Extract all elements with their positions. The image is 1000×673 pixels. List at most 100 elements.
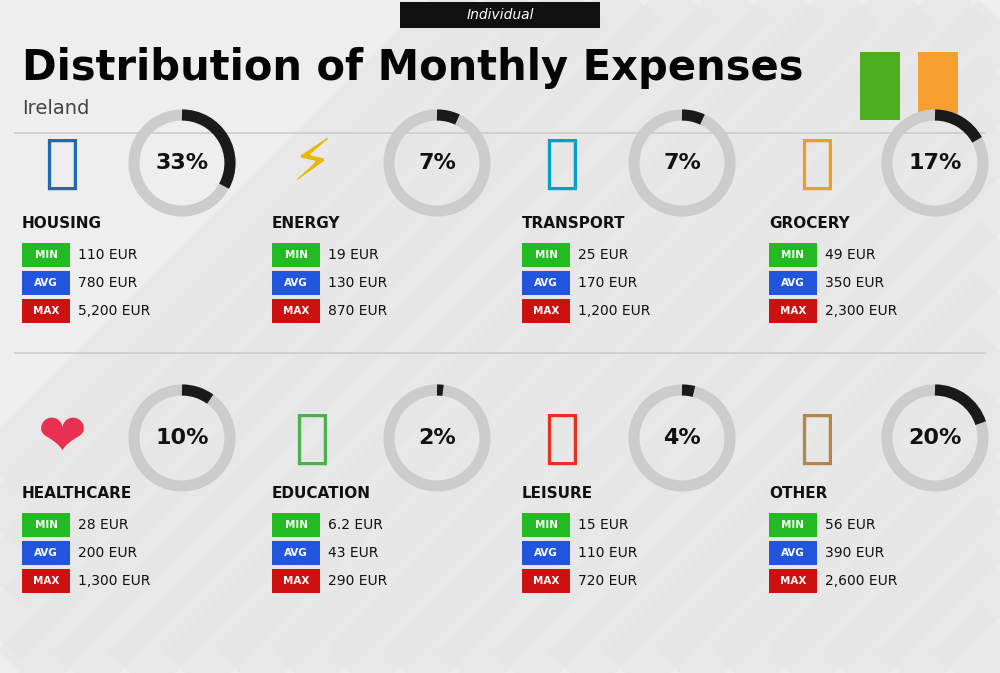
FancyBboxPatch shape <box>22 541 70 565</box>
Text: 🚌: 🚌 <box>544 135 580 192</box>
FancyBboxPatch shape <box>918 52 958 120</box>
Text: MAX: MAX <box>33 576 59 586</box>
FancyBboxPatch shape <box>272 299 320 323</box>
Text: 10%: 10% <box>155 428 209 448</box>
FancyBboxPatch shape <box>272 569 320 593</box>
FancyBboxPatch shape <box>769 243 817 267</box>
Text: 33%: 33% <box>155 153 209 173</box>
FancyBboxPatch shape <box>522 299 570 323</box>
Text: 15 EUR: 15 EUR <box>578 518 629 532</box>
Text: LEISURE: LEISURE <box>522 485 593 501</box>
Text: 110 EUR: 110 EUR <box>578 546 637 560</box>
Text: MAX: MAX <box>33 306 59 316</box>
Text: ⚡: ⚡ <box>292 135 332 192</box>
Text: OTHER: OTHER <box>769 485 827 501</box>
Text: 49 EUR: 49 EUR <box>825 248 876 262</box>
Text: MIN: MIN <box>285 250 308 260</box>
FancyBboxPatch shape <box>272 513 320 537</box>
Text: 17%: 17% <box>908 153 962 173</box>
Text: 56 EUR: 56 EUR <box>825 518 876 532</box>
Text: 19 EUR: 19 EUR <box>328 248 379 262</box>
Text: 20%: 20% <box>908 428 962 448</box>
Text: Ireland: Ireland <box>22 98 89 118</box>
Text: MIN: MIN <box>285 520 308 530</box>
Text: 1,200 EUR: 1,200 EUR <box>578 304 650 318</box>
Text: MAX: MAX <box>780 306 806 316</box>
Text: 200 EUR: 200 EUR <box>78 546 137 560</box>
Text: 28 EUR: 28 EUR <box>78 518 128 532</box>
FancyBboxPatch shape <box>522 569 570 593</box>
Text: 2,600 EUR: 2,600 EUR <box>825 574 897 588</box>
Text: EDUCATION: EDUCATION <box>272 485 371 501</box>
FancyBboxPatch shape <box>860 52 900 120</box>
Text: 130 EUR: 130 EUR <box>328 276 387 290</box>
Text: 5,200 EUR: 5,200 EUR <box>78 304 150 318</box>
FancyBboxPatch shape <box>522 243 570 267</box>
Text: MIN: MIN <box>782 250 804 260</box>
Text: 7%: 7% <box>418 153 456 173</box>
Text: MAX: MAX <box>533 306 559 316</box>
Text: 2,300 EUR: 2,300 EUR <box>825 304 897 318</box>
FancyBboxPatch shape <box>769 513 817 537</box>
FancyBboxPatch shape <box>272 271 320 295</box>
Text: 25 EUR: 25 EUR <box>578 248 628 262</box>
Text: MAX: MAX <box>283 576 309 586</box>
Text: AVG: AVG <box>284 548 308 558</box>
FancyBboxPatch shape <box>22 243 70 267</box>
Text: 🏗: 🏗 <box>44 135 80 192</box>
Text: AVG: AVG <box>781 278 805 288</box>
Text: AVG: AVG <box>781 548 805 558</box>
Text: 🎓: 🎓 <box>294 409 330 466</box>
Text: 720 EUR: 720 EUR <box>578 574 637 588</box>
Text: Distribution of Monthly Expenses: Distribution of Monthly Expenses <box>22 47 804 89</box>
FancyBboxPatch shape <box>22 271 70 295</box>
Text: MAX: MAX <box>780 576 806 586</box>
Text: 🛍: 🛍 <box>544 409 580 466</box>
Text: HOUSING: HOUSING <box>22 215 102 230</box>
FancyBboxPatch shape <box>769 271 817 295</box>
FancyBboxPatch shape <box>22 569 70 593</box>
Text: 290 EUR: 290 EUR <box>328 574 387 588</box>
Text: 350 EUR: 350 EUR <box>825 276 884 290</box>
Text: MAX: MAX <box>533 576 559 586</box>
FancyBboxPatch shape <box>522 541 570 565</box>
FancyBboxPatch shape <box>769 569 817 593</box>
Text: 390 EUR: 390 EUR <box>825 546 884 560</box>
Text: AVG: AVG <box>34 548 58 558</box>
Text: MIN: MIN <box>534 250 558 260</box>
FancyBboxPatch shape <box>272 243 320 267</box>
Text: ❤: ❤ <box>38 409 86 466</box>
Text: 🛒: 🛒 <box>800 135 834 192</box>
Text: 6.2 EUR: 6.2 EUR <box>328 518 383 532</box>
FancyBboxPatch shape <box>769 299 817 323</box>
Text: MIN: MIN <box>782 520 804 530</box>
Text: AVG: AVG <box>34 278 58 288</box>
FancyBboxPatch shape <box>400 2 600 28</box>
Text: 170 EUR: 170 EUR <box>578 276 637 290</box>
FancyBboxPatch shape <box>522 271 570 295</box>
Text: Individual: Individual <box>466 8 534 22</box>
Text: 4%: 4% <box>663 428 701 448</box>
Text: HEALTHCARE: HEALTHCARE <box>22 485 132 501</box>
Text: AVG: AVG <box>534 278 558 288</box>
Text: MIN: MIN <box>534 520 558 530</box>
Text: MAX: MAX <box>283 306 309 316</box>
FancyBboxPatch shape <box>22 513 70 537</box>
FancyBboxPatch shape <box>522 513 570 537</box>
Text: TRANSPORT: TRANSPORT <box>522 215 626 230</box>
FancyBboxPatch shape <box>769 541 817 565</box>
Text: 43 EUR: 43 EUR <box>328 546 378 560</box>
Text: 7%: 7% <box>663 153 701 173</box>
Text: ENERGY: ENERGY <box>272 215 340 230</box>
Text: MIN: MIN <box>34 520 58 530</box>
Text: MIN: MIN <box>34 250 58 260</box>
FancyBboxPatch shape <box>22 299 70 323</box>
Text: AVG: AVG <box>534 548 558 558</box>
Text: 💼: 💼 <box>800 409 834 466</box>
Text: 2%: 2% <box>418 428 456 448</box>
Text: GROCERY: GROCERY <box>769 215 850 230</box>
FancyBboxPatch shape <box>272 541 320 565</box>
Text: 1,300 EUR: 1,300 EUR <box>78 574 150 588</box>
Text: 110 EUR: 110 EUR <box>78 248 137 262</box>
Text: AVG: AVG <box>284 278 308 288</box>
